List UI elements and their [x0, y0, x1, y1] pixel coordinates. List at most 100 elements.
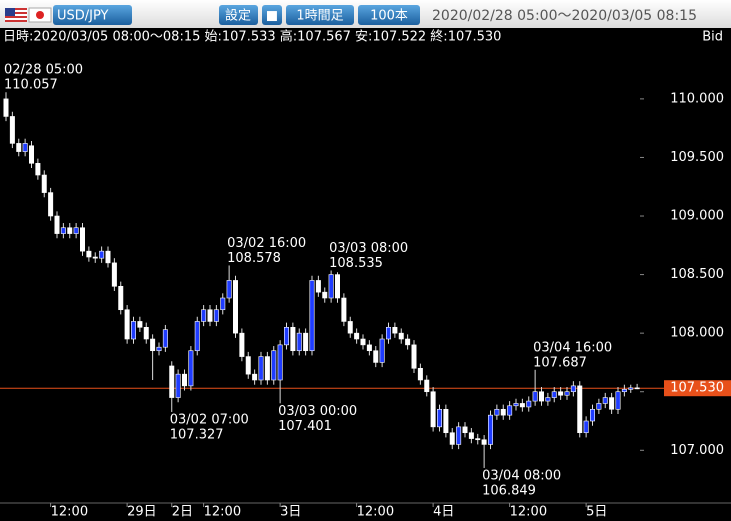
candle-body: [3, 98, 9, 117]
candle-body: [564, 391, 570, 396]
candle-body: [131, 321, 137, 340]
candle-body: [507, 405, 513, 416]
y-tick-label: 109.500: [670, 150, 724, 165]
x-tick-label: 29日: [127, 505, 157, 520]
candle-body: [162, 329, 168, 348]
pair-button[interactable]: [53, 5, 132, 25]
candle-body: [175, 373, 181, 398]
candle-body: [169, 365, 175, 398]
candle-body: [385, 326, 391, 340]
candle-body: [589, 408, 595, 422]
candle-body: [194, 321, 200, 352]
y-tick-label: 109.000: [670, 209, 724, 224]
candle-body: [22, 143, 28, 152]
candle-body: [201, 309, 207, 322]
candle-body: [303, 332, 309, 352]
candle-body: [609, 397, 615, 410]
candle-body: [602, 397, 608, 404]
candle-body: [156, 346, 162, 352]
y-tick-label: 108.000: [670, 326, 724, 341]
candle-body: [239, 332, 245, 357]
candle-body: [277, 344, 283, 381]
price-side: Bid: [702, 30, 723, 45]
y-tick-label: 110.000: [670, 91, 724, 106]
button-label: ■: [266, 9, 278, 24]
annotation-time: 03/02 16:00: [227, 236, 306, 251]
candle-body: [322, 291, 328, 299]
candle-body: [220, 297, 226, 311]
y-tick-label: 107.000: [670, 443, 724, 458]
candle-body: [28, 145, 34, 164]
annotation-time: 03/03 08:00: [329, 241, 408, 256]
count-button[interactable]: [358, 5, 420, 25]
candle-body: [360, 338, 366, 346]
x-tick-label: 4日: [433, 505, 454, 520]
candle-body: [9, 116, 15, 144]
candle-body: [283, 326, 289, 346]
candle-body: [449, 432, 455, 445]
candle-body: [296, 332, 302, 352]
annotation-price: 107.401: [278, 419, 332, 434]
candle-body: [41, 174, 47, 193]
annotation-time: 03/03 00:00: [278, 404, 357, 419]
candle-body: [430, 391, 436, 428]
annotation-time: 03/02 07:00: [170, 412, 249, 427]
candle-body: [494, 408, 500, 416]
candle-body: [182, 373, 188, 387]
x-tick-label: 2日: [172, 505, 193, 520]
candle-body: [124, 309, 130, 340]
candle-body: [468, 432, 474, 439]
candle-body: [596, 403, 602, 410]
period-button[interactable]: [286, 5, 354, 25]
candle-body: [16, 143, 22, 152]
candle-body: [271, 350, 277, 381]
candle-body: [373, 350, 379, 363]
settings-button[interactable]: [219, 5, 258, 25]
annotation-price: 108.535: [329, 256, 383, 271]
candle-body: [513, 403, 519, 407]
candle-body: [405, 338, 411, 346]
candle-body: [48, 192, 54, 217]
candle-body: [80, 227, 86, 252]
x-tick-label: 12:00: [357, 505, 394, 520]
candle-body: [577, 385, 583, 434]
candle-body: [532, 391, 538, 402]
candle-body: [207, 309, 213, 322]
candle-body: [628, 387, 634, 390]
annotation-price: 107.687: [533, 355, 587, 370]
candle-body: [411, 344, 417, 369]
current-price-label: 107.530: [670, 381, 724, 396]
flags: [5, 7, 52, 23]
candle-body: [379, 338, 385, 363]
candle-body: [354, 332, 360, 340]
current-price-box: [664, 380, 731, 397]
candle-body: [558, 391, 564, 396]
annotation-price: 106.849: [482, 483, 536, 498]
candle-body: [233, 280, 239, 334]
candle-body: [462, 426, 468, 434]
candle-body: [143, 326, 149, 340]
x-tick-label: 12:00: [204, 505, 241, 520]
button-label: 100本: [370, 9, 408, 24]
candle-body: [392, 326, 398, 334]
candle-body: [366, 344, 372, 352]
candle-body: [526, 400, 532, 408]
candle-body: [398, 332, 404, 340]
button-label: 設定: [225, 8, 251, 24]
candle-body: [500, 408, 506, 416]
annotation-price: 108.578: [227, 251, 281, 266]
type-button[interactable]: [262, 5, 282, 25]
candle-body: [315, 280, 321, 293]
candle-body: [60, 227, 66, 234]
candle-body: [150, 338, 156, 352]
candle-body: [519, 403, 525, 408]
pair: USD/JPY: [57, 9, 109, 24]
candle-body: [264, 356, 270, 381]
candle-body: [417, 367, 423, 381]
candle-body: [334, 274, 340, 299]
candle-body: [538, 391, 544, 402]
candle-body: [545, 397, 551, 402]
button-label: 1時間足: [296, 9, 343, 24]
candle-body: [436, 408, 442, 428]
